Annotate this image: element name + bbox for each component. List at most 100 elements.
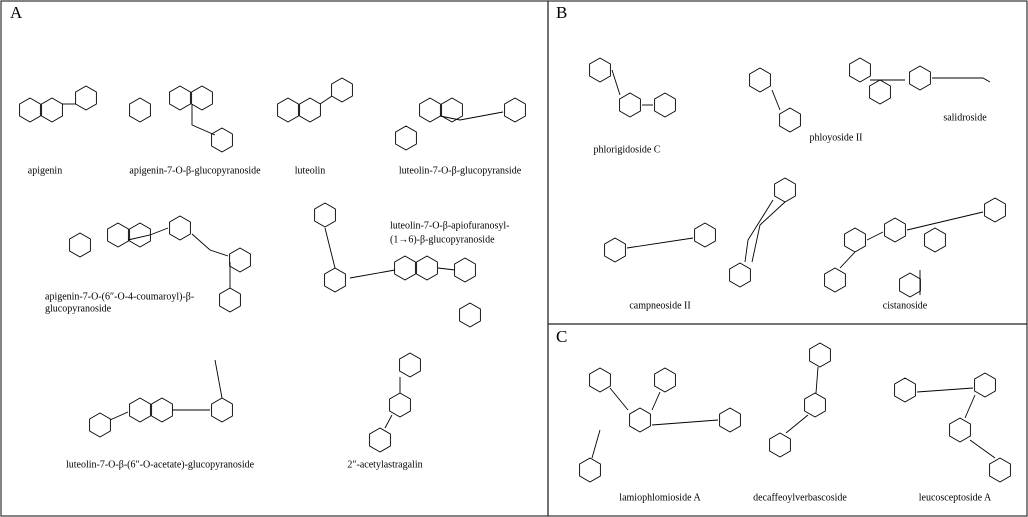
- ring: [41, 97, 63, 123]
- ring: [369, 427, 391, 453]
- bond: [744, 199, 774, 263]
- compound-name: apigenin-7-O-β-glucopyranoside: [129, 165, 261, 176]
- ring: [331, 77, 353, 103]
- bond: [932, 77, 991, 83]
- ring: [809, 342, 831, 368]
- bond: [626, 237, 694, 249]
- ring: [454, 257, 476, 283]
- ring: [219, 287, 241, 313]
- compound-name: luteolin-7-O-β-glucopyranside: [399, 165, 522, 176]
- compound-name: phlorigidoside C: [594, 144, 661, 155]
- ring: [169, 85, 191, 111]
- structures: [19, 57, 1011, 483]
- bond: [651, 419, 719, 426]
- bond: [964, 394, 976, 419]
- ring: [169, 215, 191, 241]
- bond: [785, 414, 809, 434]
- ring: [129, 97, 151, 123]
- ring: [229, 247, 251, 273]
- bond: [591, 429, 601, 459]
- ring: [899, 272, 921, 298]
- compound-name: salidroside: [943, 112, 987, 123]
- ring: [75, 85, 97, 111]
- compound-name: campneoside II: [629, 300, 690, 311]
- ring: [924, 227, 946, 253]
- ring: [399, 352, 421, 378]
- ring: [779, 107, 801, 133]
- ring: [395, 125, 417, 151]
- ring: [719, 407, 741, 433]
- bond: [611, 69, 621, 96]
- ring: [869, 79, 891, 105]
- ring: [909, 65, 931, 91]
- bond: [127, 227, 169, 241]
- bond: [109, 411, 129, 421]
- ring: [769, 432, 791, 458]
- ring: [579, 457, 601, 483]
- panel-c-frame: [547, 323, 1028, 517]
- bond: [771, 89, 781, 111]
- compound-name: decaffeoylverbascoside: [753, 492, 847, 503]
- compound-name: apigenin: [28, 165, 62, 176]
- bond: [439, 111, 504, 121]
- ring: [416, 255, 438, 281]
- ring: [419, 97, 441, 123]
- ring: [129, 397, 151, 423]
- ring: [314, 202, 336, 228]
- ring: [89, 412, 111, 438]
- ring: [589, 57, 611, 83]
- ring: [694, 222, 716, 248]
- panel-label: A: [10, 3, 23, 22]
- panel-label: B: [556, 3, 567, 22]
- ring: [629, 407, 651, 433]
- ring: [804, 392, 826, 418]
- ring: [504, 97, 526, 123]
- ring: [441, 97, 463, 123]
- ring: [949, 417, 971, 443]
- ring: [151, 397, 173, 423]
- ring: [849, 57, 871, 83]
- ring: [989, 457, 1011, 483]
- ring: [589, 367, 611, 393]
- ring: [654, 92, 676, 118]
- ring: [394, 255, 416, 281]
- ring: [604, 237, 626, 263]
- ring: [19, 97, 41, 123]
- ring: [129, 222, 151, 248]
- bond: [214, 359, 223, 399]
- compound-name: lamiophlomioside A: [619, 492, 701, 503]
- compound-name: apigenin-7-O-(6″-O-4-coumaroyl)-β-: [45, 291, 194, 302]
- compound-name: 2″-acetylastragalin: [347, 459, 422, 470]
- ring: [844, 227, 866, 253]
- panel-b-frame: [547, 0, 1028, 325]
- ring: [211, 127, 233, 153]
- compound-name: phloyoside II: [809, 132, 862, 143]
- bond: [349, 269, 396, 279]
- ring: [299, 97, 321, 123]
- ring: [824, 267, 846, 293]
- ring: [749, 67, 771, 93]
- bond: [191, 104, 216, 136]
- compound-name: luteolin-7-O-β-apiofuranosyl-: [390, 220, 510, 231]
- compound-name: cistanoside: [883, 300, 928, 311]
- ring: [459, 302, 481, 328]
- bond: [906, 211, 984, 231]
- ring: [211, 397, 233, 423]
- bond: [319, 95, 333, 105]
- ring: [774, 177, 796, 203]
- ring: [69, 232, 91, 258]
- bond: [916, 387, 974, 393]
- compound-name: luteolin: [295, 165, 326, 176]
- panel-label: C: [556, 327, 567, 346]
- compound-name: luteolin-7-O-β-(6″-O-acetate)-glucopyran…: [66, 459, 255, 470]
- ring: [884, 217, 906, 243]
- ring: [619, 92, 641, 118]
- bond: [815, 366, 819, 394]
- bond: [839, 251, 856, 269]
- bond: [191, 233, 229, 257]
- bond: [969, 439, 996, 459]
- compound-name: (1→6)-β-glucopyranoside: [390, 234, 495, 245]
- ring: [107, 222, 129, 248]
- bond: [866, 231, 884, 241]
